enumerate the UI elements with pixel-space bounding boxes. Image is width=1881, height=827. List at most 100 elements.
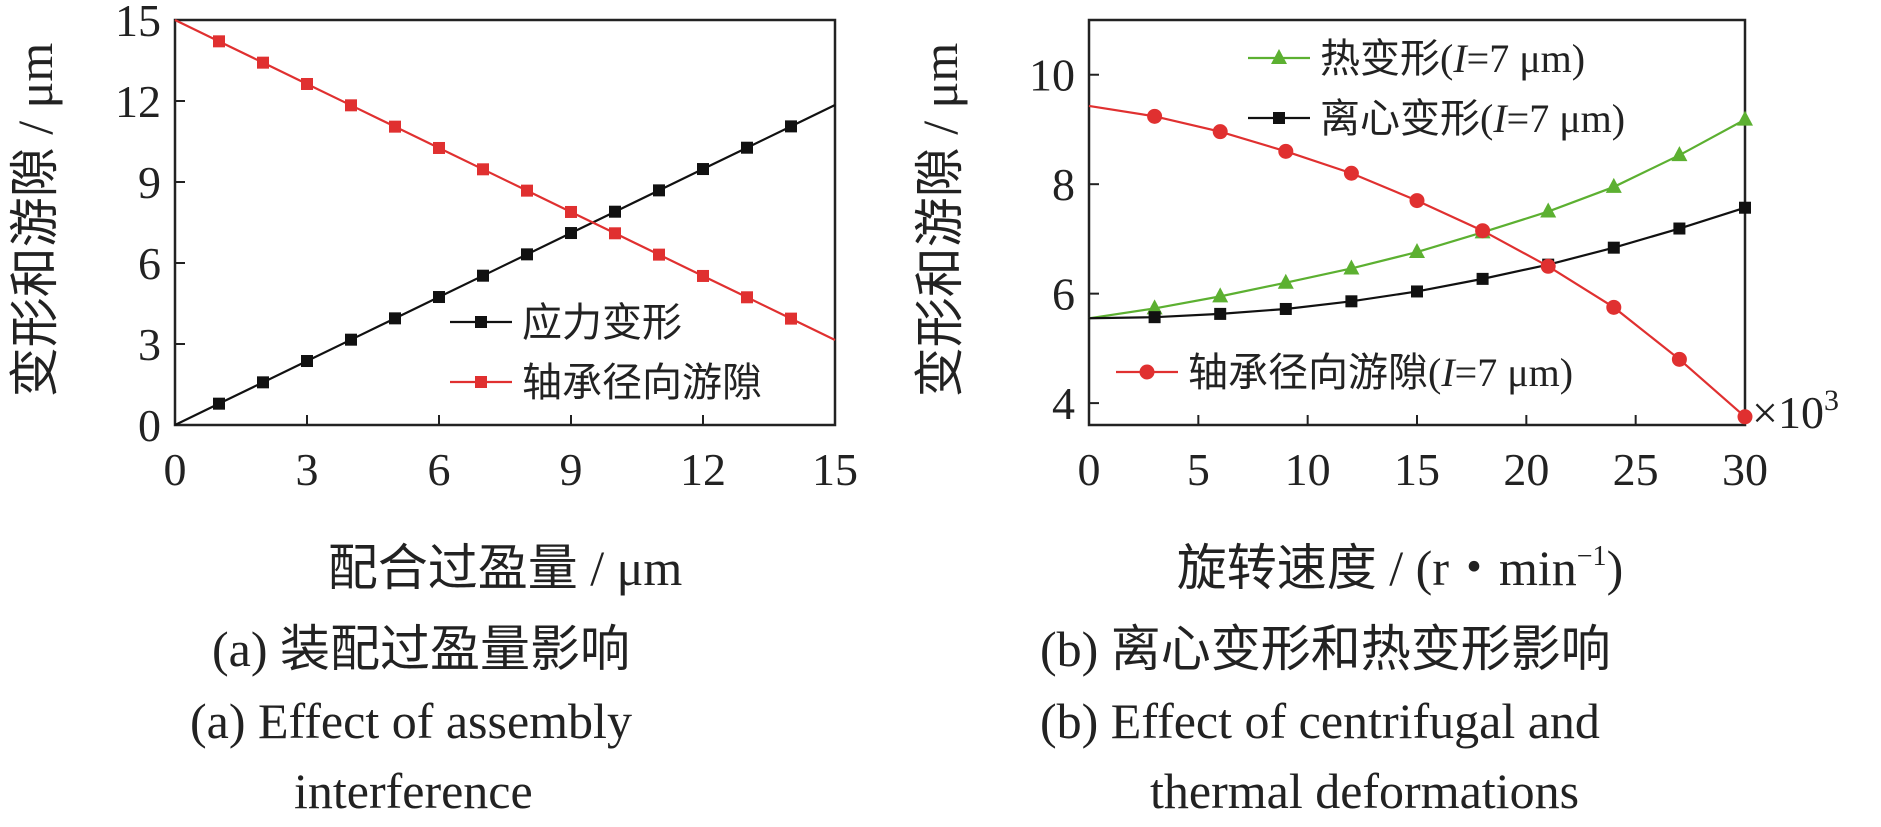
data-point-a-1 <box>389 120 401 133</box>
data-point-b-1 <box>1476 272 1489 285</box>
x-tick-label-b: 20 <box>1503 444 1549 495</box>
data-point-a-0 <box>257 376 269 389</box>
data-point-a-1 <box>565 205 577 218</box>
data-point-b-0 <box>1409 243 1425 259</box>
caption-a-zh: (a) 装配过盈量影响 <box>212 621 630 677</box>
data-point-b-2 <box>1606 299 1622 315</box>
x-axis-label-b: 旋转速度 / (r・min−1) <box>1177 540 1623 596</box>
y-tick-label-a: 12 <box>115 76 161 127</box>
data-point-a-0 <box>477 269 489 282</box>
data-point-b-0 <box>1540 202 1557 218</box>
y-tick-label-a: 3 <box>138 319 161 370</box>
data-point-a-1 <box>301 77 313 90</box>
data-point-a-0 <box>301 355 313 368</box>
y-tick-label-a: 0 <box>138 400 161 451</box>
data-point-a-0 <box>565 227 577 240</box>
data-point-a-1 <box>609 227 621 240</box>
data-point-a-0 <box>345 333 357 346</box>
legend-marker-a-0 <box>475 316 487 328</box>
data-point-b-2 <box>1343 165 1359 181</box>
data-point-a-0 <box>785 120 797 133</box>
data-point-a-1 <box>785 312 797 325</box>
data-point-b-0 <box>1343 259 1360 275</box>
data-point-b-2 <box>1475 223 1491 239</box>
data-point-b-2 <box>1147 108 1163 124</box>
x-tick-label-b: 25 <box>1613 444 1659 495</box>
data-point-b-1 <box>1214 307 1227 320</box>
x-tick-label-a: 6 <box>428 444 451 495</box>
data-point-b-2 <box>1409 193 1425 209</box>
data-point-a-1 <box>345 99 357 112</box>
x-tick-label-b: 15 <box>1394 444 1440 495</box>
data-point-b-2 <box>1671 351 1687 367</box>
y-tick-label-b: 10 <box>1029 50 1075 101</box>
legend-marker-b-1 <box>1273 112 1285 124</box>
data-point-b-2 <box>1212 124 1228 140</box>
data-point-b-1 <box>1739 201 1751 214</box>
y-tick-label-b: 6 <box>1052 269 1075 320</box>
x-tick-label-b: 0 <box>1078 444 1101 495</box>
legend-label-b-0: 热变形(I=7 μm) <box>1320 36 1585 81</box>
data-point-b-1 <box>1345 295 1358 308</box>
x-axis-multiplier: ×103 <box>1752 384 1839 438</box>
data-point-a-0 <box>389 312 401 325</box>
data-point-a-1 <box>697 269 709 282</box>
data-point-a-1 <box>521 184 533 197</box>
data-point-a-0 <box>433 291 445 304</box>
x-tick-label-b: 5 <box>1187 444 1210 495</box>
y-tick-label-a: 6 <box>138 238 161 289</box>
x-tick-label-a: 12 <box>680 444 726 495</box>
data-point-a-1 <box>433 141 445 154</box>
legend-marker-b-0 <box>1271 49 1287 64</box>
series-line-a-1 <box>174 19 836 341</box>
legend-marker-b-2 <box>1139 364 1155 380</box>
data-point-a-0 <box>653 184 665 197</box>
data-point-a-0 <box>609 205 621 218</box>
legend-label-b-2: 轴承径向游隙(I=7 μm) <box>1188 350 1573 395</box>
x-axis-label-a: 配合过盈量 / μm <box>328 540 683 596</box>
legend-marker-a-1 <box>475 376 487 388</box>
data-point-a-0 <box>521 248 533 261</box>
y-axis-label-b: 变形和游隙 / μm <box>912 43 968 398</box>
data-point-a-1 <box>741 291 753 304</box>
x-tick-label-b: 10 <box>1285 444 1331 495</box>
data-point-b-2 <box>1737 409 1753 425</box>
data-point-b-1 <box>1411 285 1423 298</box>
legend-label-b-1: 离心变形(I=7 μm) <box>1320 96 1625 141</box>
y-tick-label-b: 4 <box>1052 378 1075 429</box>
x-tick-label-a: 15 <box>812 444 858 495</box>
data-point-a-0 <box>213 397 225 410</box>
data-point-b-2 <box>1278 143 1294 159</box>
y-tick-label-a: 15 <box>115 0 161 46</box>
data-point-a-0 <box>741 141 753 154</box>
caption-a-en-line1: (a) Effect of assembly <box>190 693 632 749</box>
data-point-a-1 <box>653 248 665 261</box>
data-point-a-1 <box>213 35 225 48</box>
data-point-b-1 <box>1148 311 1161 324</box>
data-point-b-1 <box>1279 302 1292 315</box>
data-point-b-0 <box>1671 146 1688 162</box>
x-tick-label-a: 9 <box>560 444 583 495</box>
x-tick-label-a: 0 <box>164 444 187 495</box>
data-point-b-0 <box>1146 299 1163 315</box>
x-tick-label-b: 30 <box>1722 444 1768 495</box>
data-point-b-0 <box>1277 273 1294 289</box>
data-point-b-0 <box>1212 287 1229 303</box>
caption-b-en-line1: (b) Effect of centrifugal and <box>1040 693 1600 749</box>
data-point-b-2 <box>1540 258 1556 274</box>
series-line-a-0 <box>174 104 836 426</box>
data-point-a-1 <box>257 56 269 69</box>
legend-label-a-0: 应力变形 <box>522 300 682 345</box>
data-point-b-1 <box>1673 222 1686 235</box>
data-point-a-0 <box>697 163 709 176</box>
y-tick-label-a: 9 <box>138 157 161 208</box>
x-tick-label-a: 3 <box>296 444 319 495</box>
data-point-b-0 <box>1737 110 1753 126</box>
data-point-a-1 <box>477 163 489 176</box>
caption-b-zh: (b) 离心变形和热变形影响 <box>1040 621 1611 677</box>
caption-b-en-line2: thermal deformations <box>1150 763 1580 819</box>
y-axis-label-a: 变形和游隙 / μm <box>7 43 63 398</box>
data-point-b-1 <box>1607 241 1620 254</box>
plot-frame-a <box>173 18 837 427</box>
